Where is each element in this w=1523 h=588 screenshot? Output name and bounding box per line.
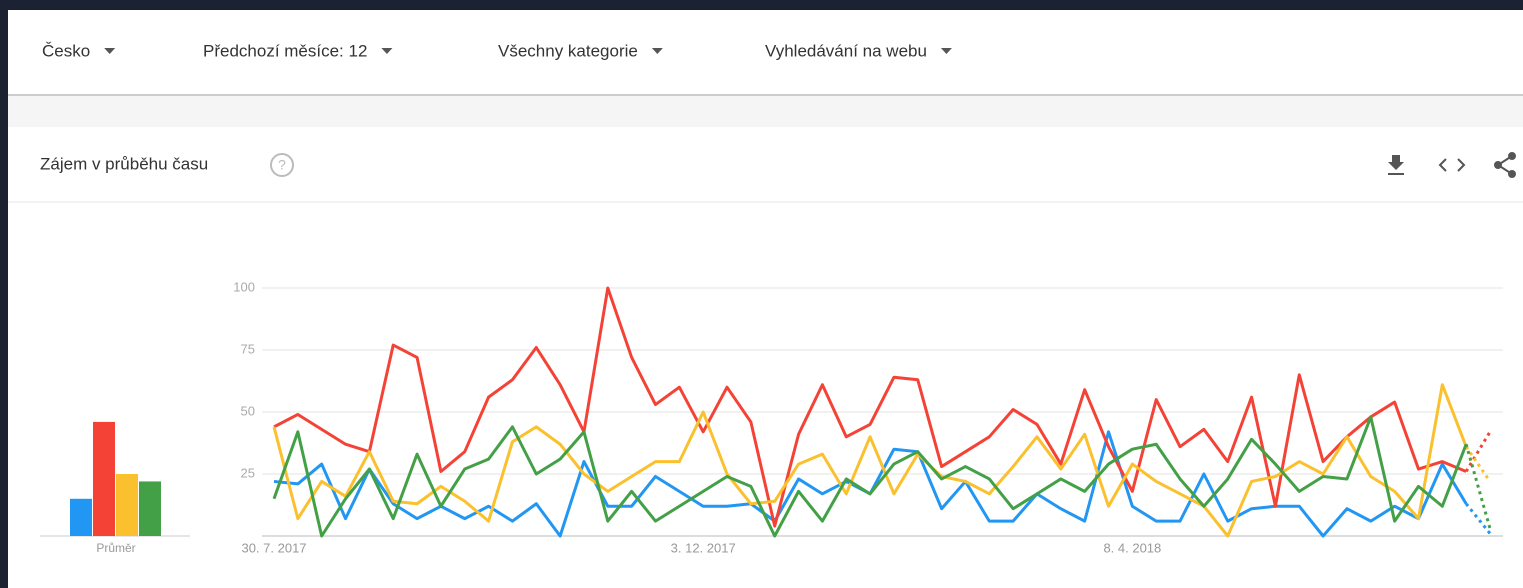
dropdown-arrow <box>381 48 393 54</box>
share-icon[interactable] <box>1494 152 1516 178</box>
average-label: Průměr <box>96 541 135 555</box>
average-bar <box>93 421 115 536</box>
x-tick-label: 30. 7. 2017 <box>241 540 306 555</box>
gap <box>8 95 1523 127</box>
series-line <box>272 415 1468 538</box>
average-bar <box>139 481 161 536</box>
filter-dropdown[interactable]: Všechny kategorie <box>498 41 638 60</box>
dropdown-arrow <box>940 48 952 54</box>
y-tick-label: 100 <box>233 279 255 294</box>
partial-line <box>1464 443 1492 529</box>
average-bar <box>116 474 138 536</box>
embed-icon[interactable] <box>1438 158 1466 172</box>
dropdown-arrow <box>651 48 663 54</box>
filter-dropdown[interactable]: Vyhledávání na webu <box>765 41 927 60</box>
y-tick-label: 50 <box>241 403 255 418</box>
partial-line <box>1464 431 1492 473</box>
svg-text:?: ? <box>278 157 286 173</box>
series-line <box>272 383 1468 538</box>
series-line <box>273 286 1467 528</box>
x-tick-label: 8. 4. 2018 <box>1103 540 1161 555</box>
dropdown-arrow <box>104 48 116 54</box>
y-tick-label: 25 <box>241 465 255 480</box>
filter-dropdown[interactable]: Česko <box>42 41 90 60</box>
download-icon[interactable] <box>1388 155 1404 175</box>
filter-dropdown[interactable]: Předchozí měsíce: 12 <box>203 41 367 60</box>
average-bar <box>70 498 92 536</box>
x-tick-label: 3. 12. 2017 <box>671 540 736 555</box>
card-title: Zájem v průběhu času <box>40 154 208 173</box>
help-icon[interactable]: ? <box>270 153 294 177</box>
y-tick-label: 75 <box>241 341 255 356</box>
partial-line <box>1464 445 1492 483</box>
